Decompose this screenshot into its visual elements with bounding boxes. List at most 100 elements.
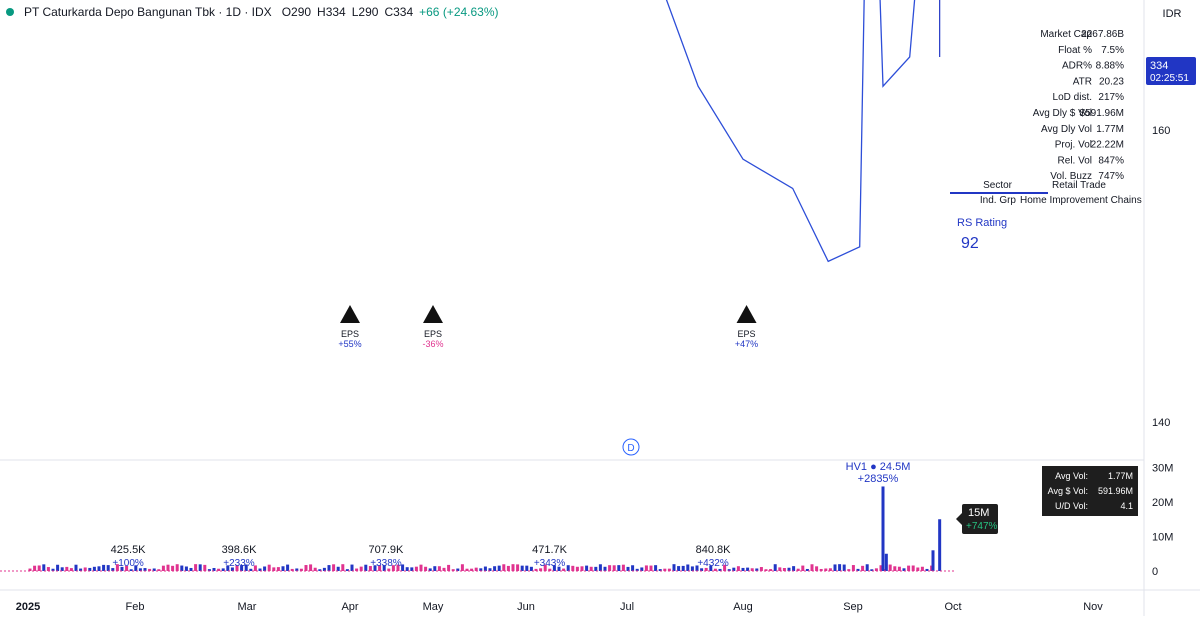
- volume-bar: [442, 567, 446, 571]
- time-tick-label: Nov: [1083, 601, 1103, 613]
- stat-value: 7.5%: [1101, 45, 1124, 56]
- volume-bar: [511, 564, 515, 571]
- volume-bar: [198, 564, 202, 571]
- time-tick-label: Jul: [620, 601, 634, 613]
- volume-bar: [414, 566, 418, 571]
- volume-bar: [672, 564, 676, 571]
- volume-bar: [465, 568, 469, 571]
- time-tick-label: Jun: [517, 601, 535, 613]
- volume-bar: [640, 567, 644, 571]
- volume-bar: [212, 567, 216, 571]
- volume-bar: [897, 566, 901, 571]
- earnings-triangle-icon[interactable]: [423, 305, 443, 323]
- volume-bar: [286, 564, 290, 571]
- volume-bar: [355, 568, 359, 571]
- volume-bar: [299, 568, 303, 571]
- stat-value: 747%: [1098, 171, 1124, 182]
- volume-bar: [184, 566, 188, 571]
- earnings-triangle-icon[interactable]: [340, 305, 360, 323]
- market-open-dot-icon: [6, 8, 14, 16]
- time-tick-label: Sep: [843, 601, 863, 613]
- volume-bar: [778, 567, 782, 571]
- volume-bar: [575, 566, 579, 571]
- volume-bar: [253, 565, 257, 571]
- volume-bar: [230, 567, 234, 571]
- stat-value: $591.96M: [1080, 108, 1124, 119]
- volume-bar: [304, 565, 308, 571]
- volume-bar: [704, 567, 708, 571]
- rs-rating-label: RS Rating: [957, 217, 1007, 229]
- volume-bar: [566, 565, 570, 571]
- currency-label: IDR: [1163, 8, 1182, 20]
- stat-value: 847%: [1098, 155, 1124, 166]
- volume-bar: [138, 568, 142, 571]
- stat-label: ADR%: [1062, 61, 1092, 72]
- volume-bar: [764, 569, 768, 571]
- volume-bar: [391, 565, 395, 571]
- volume-bar: [617, 565, 621, 571]
- volume-bar: [249, 568, 253, 571]
- volume-bar: [713, 568, 717, 571]
- volume-bar: [562, 568, 566, 571]
- volume-bar: [539, 568, 543, 571]
- time-tick-label: Oct: [944, 601, 961, 613]
- volume-bar: [916, 567, 920, 571]
- volume-bar: [207, 569, 211, 571]
- volume-bar: [534, 568, 538, 571]
- current-price-badge[interactable]: 334 02:25:51: [1146, 57, 1196, 85]
- volume-bar: [79, 568, 83, 571]
- volume-bar: [267, 564, 271, 571]
- volume-bar: [911, 565, 915, 571]
- vol-stat-label: U/D Vol:: [1055, 501, 1088, 511]
- volume-bar: [433, 566, 437, 571]
- volume-bar: [97, 566, 101, 571]
- dividend-marker[interactable]: D: [622, 438, 640, 456]
- volume-bar: [148, 568, 152, 571]
- volume-tick-label: 20M: [1152, 497, 1173, 509]
- volume-bar: [428, 568, 432, 571]
- earnings-label: EPS: [341, 329, 359, 339]
- stat-value: 1.77M: [1096, 124, 1124, 135]
- volume-bar: [838, 564, 842, 571]
- earnings-triangle-icon[interactable]: [736, 305, 757, 323]
- volume-bar: [796, 568, 800, 571]
- volume-bar: [819, 568, 823, 571]
- current-price: 334: [1150, 60, 1168, 72]
- stat-label: Avg Dly Vol: [1041, 124, 1092, 135]
- volume-tick-label: 0: [1152, 566, 1158, 578]
- stat-value: 8.88%: [1096, 61, 1124, 72]
- symbol-title[interactable]: PT Caturkarda Depo Bangunan Tbk · 1D · I…: [24, 5, 272, 19]
- volume-axis[interactable]: 0 10M 20M 30M: [1152, 463, 1173, 579]
- open-value: O290: [281, 5, 312, 19]
- volume-bar: [33, 565, 37, 571]
- volume-bar: [718, 568, 722, 571]
- volume-bar: [281, 566, 285, 571]
- volume-bar: [856, 568, 860, 571]
- volume-bar: [115, 564, 119, 571]
- time-tick-label: Apr: [341, 601, 358, 613]
- volume-bar: [51, 568, 55, 571]
- volume-bar: [69, 568, 73, 571]
- stat-label: Rel. Vol: [1058, 155, 1092, 166]
- volume-label-pct: +100%: [112, 558, 144, 569]
- volume-bar: [327, 565, 331, 571]
- stat-label: Market Cap: [1040, 29, 1092, 40]
- volume-bar: [364, 564, 368, 571]
- volume-label: 707.9K: [369, 544, 405, 556]
- volume-bar: [92, 566, 96, 571]
- volume-bar: [746, 567, 750, 571]
- time-tick-label: May: [423, 601, 444, 613]
- volume-badge[interactable]: 15M +747%: [956, 504, 998, 534]
- time-axis[interactable]: 2025 Feb Mar Apr May Jun Jul Aug Sep Oct Nov: [16, 601, 1104, 613]
- price-axis[interactable]: 140160180200220240260280300320340: [1152, 0, 1170, 429]
- volume-bar: [851, 565, 855, 571]
- stat-label: LoD dist.: [1053, 92, 1092, 103]
- volume-bar: [345, 569, 349, 571]
- vol-stat-value: 4.1: [1120, 501, 1133, 511]
- volume-bar: [920, 566, 924, 571]
- volume-bar: [833, 564, 837, 571]
- volume-bar: [516, 564, 520, 571]
